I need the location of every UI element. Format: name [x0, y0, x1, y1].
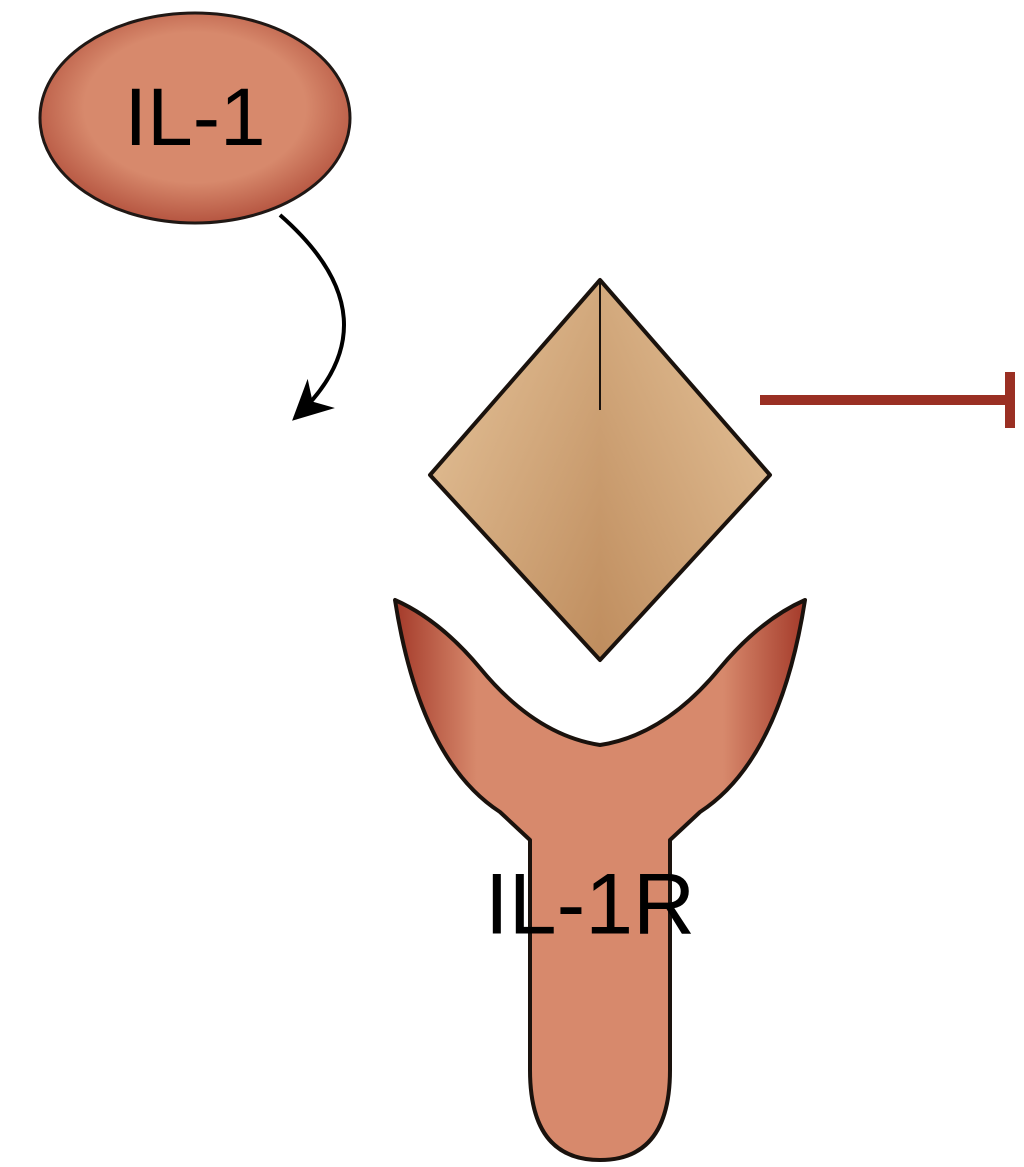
receptor-diamond-right-face: [600, 280, 770, 660]
receptor-label: IL-1R: [485, 856, 695, 955]
ligand-label: IL-1: [124, 71, 265, 165]
binding-arrow: [280, 215, 344, 418]
receptor-diamond-left-face: [430, 280, 600, 660]
diagram-canvas: [0, 0, 1024, 1167]
